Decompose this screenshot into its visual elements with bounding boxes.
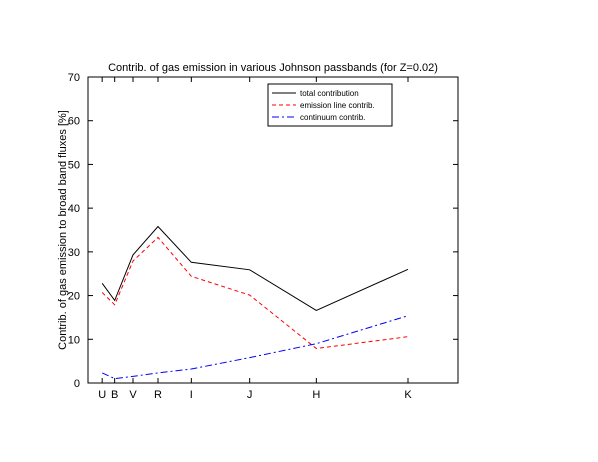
y-tick-label: 30 [68, 247, 80, 259]
series-line-3 [101, 315, 409, 380]
y-axis-label: Contrib. of gas emission to broad band f… [57, 110, 69, 350]
legend-label: emission line contrib. [300, 101, 375, 110]
x-tick-label: V [129, 389, 137, 401]
series-line-1 [101, 225, 409, 311]
legend: total contribution emission line contrib.… [267, 83, 393, 127]
x-tick-label: I [190, 389, 193, 401]
chart-title: Contrib. of gas emission in various John… [108, 62, 438, 74]
y-tick-label: 60 [68, 116, 80, 128]
y-tick-label: 20 [68, 291, 80, 303]
x-tick-label: H [312, 389, 320, 401]
series-layer [101, 225, 409, 380]
y-tick-label: 40 [68, 203, 80, 215]
x-tick-label: J [247, 389, 253, 401]
series-line-2 [101, 236, 409, 350]
x-tick-label: U [98, 389, 106, 401]
y-tick-label: 10 [68, 334, 80, 346]
y-tick-label: 70 [68, 72, 80, 84]
legend-label: continuum contrib. [300, 113, 365, 122]
y-axis: 0 10 20 30 40 50 60 70 [68, 72, 458, 390]
y-tick-label: 50 [68, 159, 80, 171]
y-tick-label: 0 [74, 378, 80, 390]
x-tick-label: B [111, 389, 118, 401]
plot-frame [87, 76, 459, 384]
x-tick-label: K [404, 389, 412, 401]
x-tick-label: R [154, 389, 162, 401]
legend-label: total contribution [300, 89, 359, 98]
